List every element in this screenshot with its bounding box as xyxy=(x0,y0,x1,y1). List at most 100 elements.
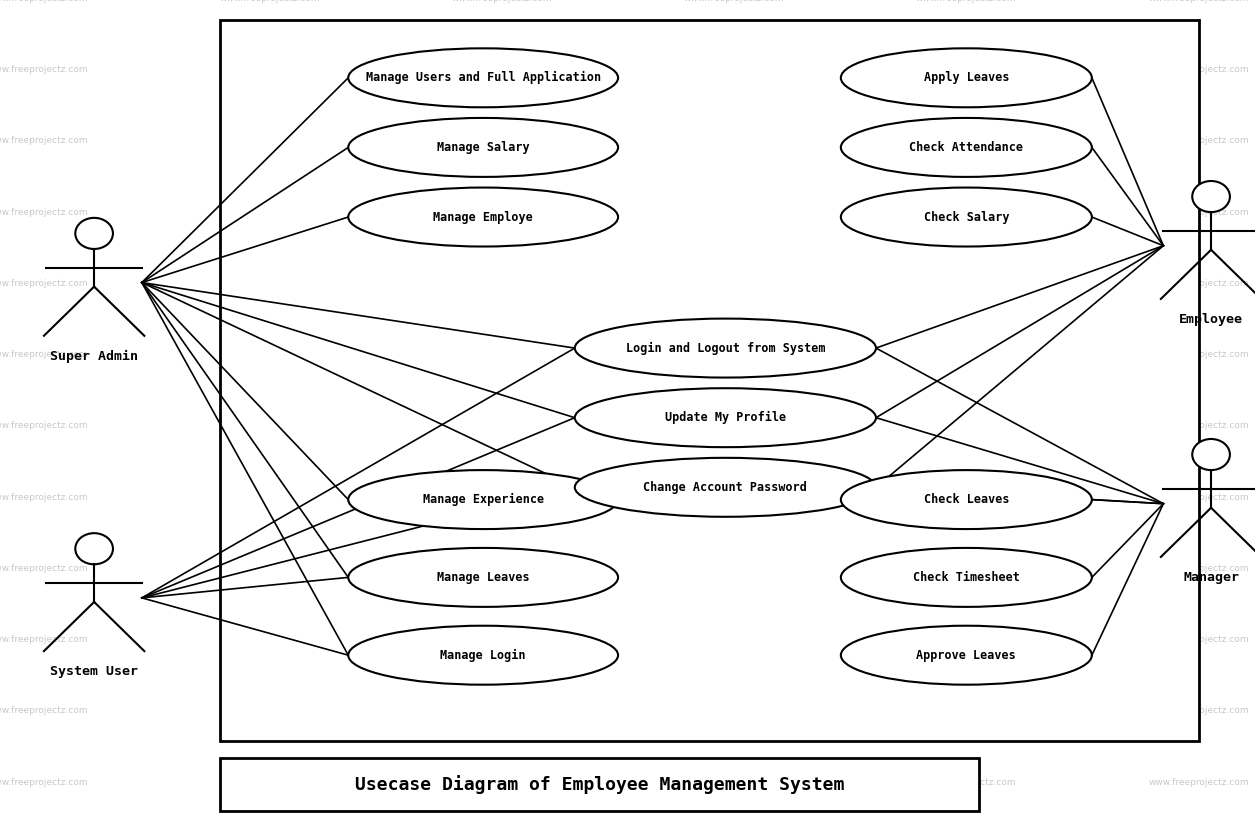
Text: www.freeprojectz.com: www.freeprojectz.com xyxy=(0,778,88,786)
Text: www.freeprojectz.com: www.freeprojectz.com xyxy=(684,493,784,501)
Text: Apply Leaves: Apply Leaves xyxy=(924,71,1009,84)
Text: www.freeprojectz.com: www.freeprojectz.com xyxy=(916,0,1017,2)
Text: Employee: Employee xyxy=(1180,313,1242,326)
FancyBboxPatch shape xyxy=(220,758,979,811)
Text: www.freeprojectz.com: www.freeprojectz.com xyxy=(452,0,552,2)
Text: www.freeprojectz.com: www.freeprojectz.com xyxy=(452,66,552,74)
Text: Update My Profile: Update My Profile xyxy=(665,411,786,424)
Text: www.freeprojectz.com: www.freeprojectz.com xyxy=(452,351,552,359)
Ellipse shape xyxy=(1192,439,1230,470)
Text: www.freeprojectz.com: www.freeprojectz.com xyxy=(916,66,1017,74)
Text: www.freeprojectz.com: www.freeprojectz.com xyxy=(452,137,552,145)
Text: Manage Experience: Manage Experience xyxy=(423,493,543,506)
Text: www.freeprojectz.com: www.freeprojectz.com xyxy=(916,778,1017,786)
Text: Login and Logout from System: Login and Logout from System xyxy=(626,342,825,355)
Text: www.freeprojectz.com: www.freeprojectz.com xyxy=(684,636,784,644)
Ellipse shape xyxy=(349,470,617,529)
Text: www.freeprojectz.com: www.freeprojectz.com xyxy=(1148,778,1249,786)
Text: System User: System User xyxy=(50,665,138,678)
Text: www.freeprojectz.com: www.freeprojectz.com xyxy=(220,422,320,430)
Text: www.freeprojectz.com: www.freeprojectz.com xyxy=(1148,564,1249,572)
Text: www.freeprojectz.com: www.freeprojectz.com xyxy=(0,137,88,145)
Text: www.freeprojectz.com: www.freeprojectz.com xyxy=(684,279,784,287)
Text: Change Account Password: Change Account Password xyxy=(644,481,807,494)
Text: www.freeprojectz.com: www.freeprojectz.com xyxy=(0,208,88,216)
Text: www.freeprojectz.com: www.freeprojectz.com xyxy=(916,564,1017,572)
Text: www.freeprojectz.com: www.freeprojectz.com xyxy=(0,707,88,715)
Text: www.freeprojectz.com: www.freeprojectz.com xyxy=(684,707,784,715)
Text: www.freeprojectz.com: www.freeprojectz.com xyxy=(916,493,1017,501)
Ellipse shape xyxy=(841,48,1092,107)
Text: www.freeprojectz.com: www.freeprojectz.com xyxy=(1148,707,1249,715)
Ellipse shape xyxy=(575,458,876,517)
Text: Check Attendance: Check Attendance xyxy=(910,141,1023,154)
Text: Manager: Manager xyxy=(1183,571,1239,584)
Text: Approve Leaves: Approve Leaves xyxy=(916,649,1017,662)
Text: www.freeprojectz.com: www.freeprojectz.com xyxy=(684,137,784,145)
Ellipse shape xyxy=(575,319,876,378)
Text: www.freeprojectz.com: www.freeprojectz.com xyxy=(1148,636,1249,644)
Text: www.freeprojectz.com: www.freeprojectz.com xyxy=(220,137,320,145)
Text: www.freeprojectz.com: www.freeprojectz.com xyxy=(684,564,784,572)
Text: www.freeprojectz.com: www.freeprojectz.com xyxy=(1148,493,1249,501)
Text: www.freeprojectz.com: www.freeprojectz.com xyxy=(1148,137,1249,145)
Text: www.freeprojectz.com: www.freeprojectz.com xyxy=(220,66,320,74)
Text: www.freeprojectz.com: www.freeprojectz.com xyxy=(452,636,552,644)
Text: www.freeprojectz.com: www.freeprojectz.com xyxy=(220,778,320,786)
Text: Manage Salary: Manage Salary xyxy=(437,141,530,154)
Text: www.freeprojectz.com: www.freeprojectz.com xyxy=(0,279,88,287)
Text: Super Admin: Super Admin xyxy=(50,350,138,363)
Text: Check Salary: Check Salary xyxy=(924,210,1009,224)
Text: Manage Employe: Manage Employe xyxy=(433,210,533,224)
Text: www.freeprojectz.com: www.freeprojectz.com xyxy=(684,208,784,216)
Text: www.freeprojectz.com: www.freeprojectz.com xyxy=(220,351,320,359)
Text: www.freeprojectz.com: www.freeprojectz.com xyxy=(452,564,552,572)
Ellipse shape xyxy=(1192,181,1230,212)
Text: www.freeprojectz.com: www.freeprojectz.com xyxy=(1148,351,1249,359)
Text: www.freeprojectz.com: www.freeprojectz.com xyxy=(452,493,552,501)
Text: www.freeprojectz.com: www.freeprojectz.com xyxy=(1148,0,1249,2)
Ellipse shape xyxy=(75,533,113,564)
Text: www.freeprojectz.com: www.freeprojectz.com xyxy=(0,66,88,74)
Text: www.freeprojectz.com: www.freeprojectz.com xyxy=(220,636,320,644)
Ellipse shape xyxy=(75,218,113,249)
Ellipse shape xyxy=(349,188,617,247)
Text: www.freeprojectz.com: www.freeprojectz.com xyxy=(1148,208,1249,216)
Text: www.freeprojectz.com: www.freeprojectz.com xyxy=(916,636,1017,644)
Text: www.freeprojectz.com: www.freeprojectz.com xyxy=(452,208,552,216)
Ellipse shape xyxy=(841,548,1092,607)
Text: www.freeprojectz.com: www.freeprojectz.com xyxy=(220,0,320,2)
Text: www.freeprojectz.com: www.freeprojectz.com xyxy=(220,707,320,715)
Text: Manage Leaves: Manage Leaves xyxy=(437,571,530,584)
Text: Manage Users and Full Application: Manage Users and Full Application xyxy=(365,71,601,84)
Ellipse shape xyxy=(349,118,617,177)
Ellipse shape xyxy=(349,48,617,107)
Ellipse shape xyxy=(349,548,617,607)
Text: www.freeprojectz.com: www.freeprojectz.com xyxy=(916,137,1017,145)
Text: www.freeprojectz.com: www.freeprojectz.com xyxy=(220,279,320,287)
Text: www.freeprojectz.com: www.freeprojectz.com xyxy=(916,279,1017,287)
Text: www.freeprojectz.com: www.freeprojectz.com xyxy=(452,279,552,287)
Text: www.freeprojectz.com: www.freeprojectz.com xyxy=(1148,279,1249,287)
Ellipse shape xyxy=(841,470,1092,529)
Ellipse shape xyxy=(841,118,1092,177)
Text: www.freeprojectz.com: www.freeprojectz.com xyxy=(0,351,88,359)
Text: www.freeprojectz.com: www.freeprojectz.com xyxy=(684,778,784,786)
Text: www.freeprojectz.com: www.freeprojectz.com xyxy=(0,0,88,2)
Text: www.freeprojectz.com: www.freeprojectz.com xyxy=(684,66,784,74)
Text: www.freeprojectz.com: www.freeprojectz.com xyxy=(1148,422,1249,430)
Text: Check Timesheet: Check Timesheet xyxy=(912,571,1020,584)
Ellipse shape xyxy=(349,626,617,685)
Ellipse shape xyxy=(575,388,876,447)
Text: www.freeprojectz.com: www.freeprojectz.com xyxy=(916,707,1017,715)
Text: www.freeprojectz.com: www.freeprojectz.com xyxy=(1148,66,1249,74)
Ellipse shape xyxy=(841,188,1092,247)
Text: www.freeprojectz.com: www.freeprojectz.com xyxy=(916,351,1017,359)
Text: www.freeprojectz.com: www.freeprojectz.com xyxy=(220,493,320,501)
Text: www.freeprojectz.com: www.freeprojectz.com xyxy=(452,707,552,715)
Text: www.freeprojectz.com: www.freeprojectz.com xyxy=(0,493,88,501)
Text: www.freeprojectz.com: www.freeprojectz.com xyxy=(220,564,320,572)
Text: www.freeprojectz.com: www.freeprojectz.com xyxy=(452,422,552,430)
FancyBboxPatch shape xyxy=(220,20,1199,741)
Text: www.freeprojectz.com: www.freeprojectz.com xyxy=(0,636,88,644)
